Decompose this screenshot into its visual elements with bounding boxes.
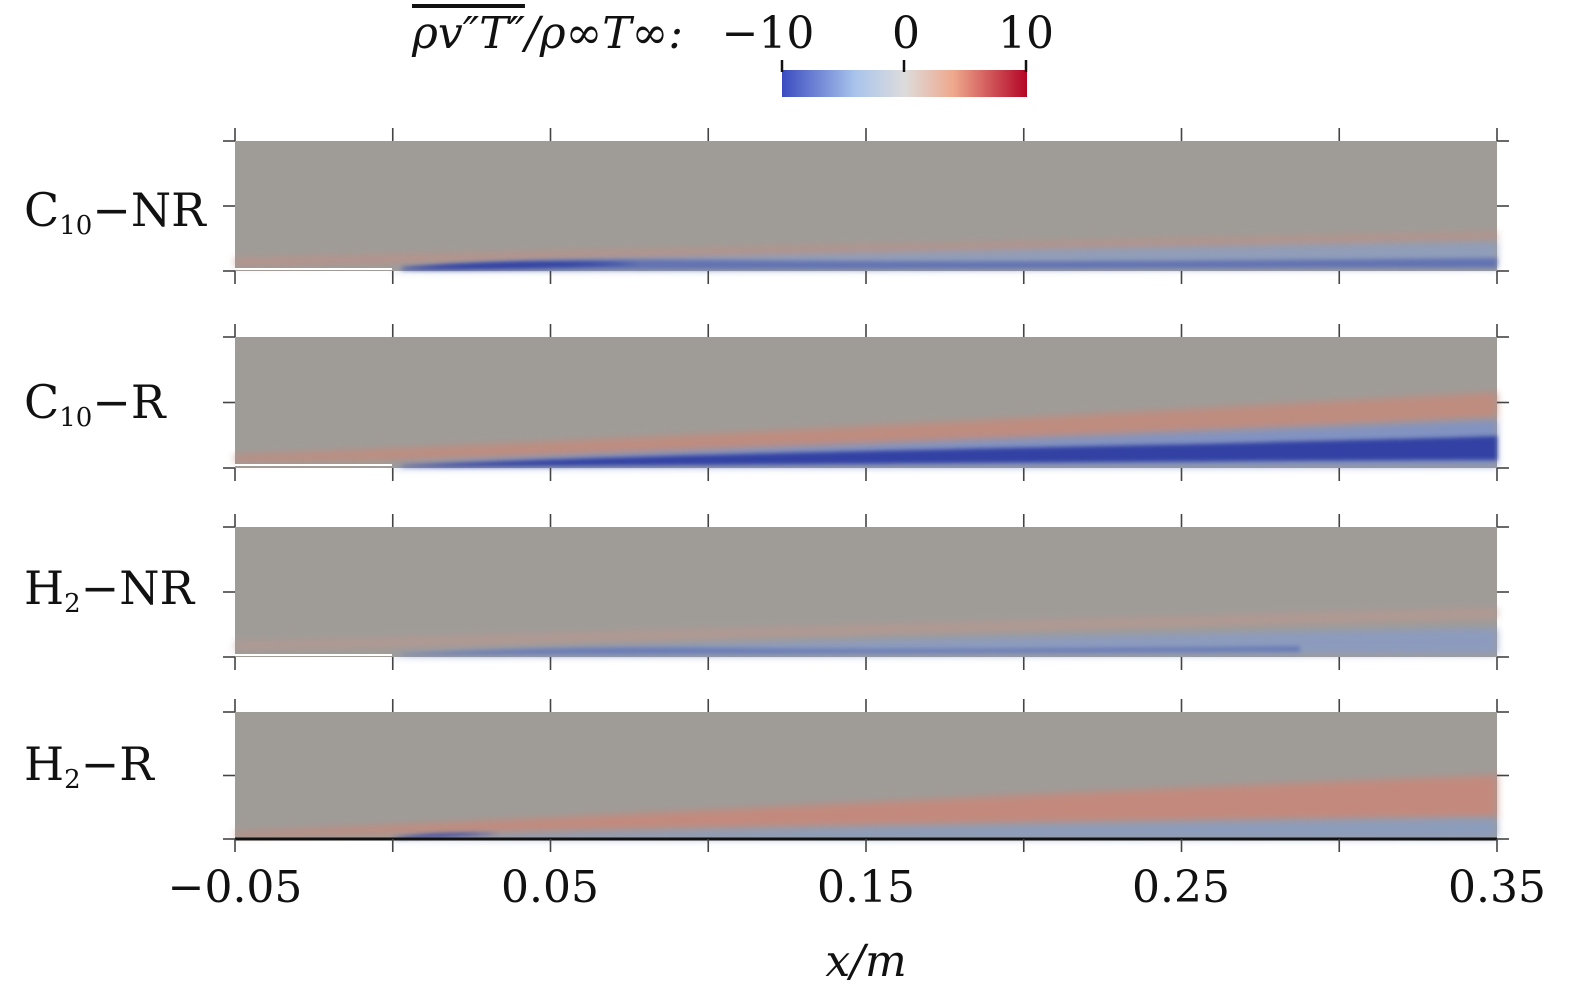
panel-c10-r bbox=[235, 337, 1497, 468]
panel-label-c10-r: C10−R bbox=[24, 375, 166, 433]
negative-layer-core bbox=[402, 258, 1497, 270]
colorbar-gradient bbox=[782, 70, 1027, 97]
negative-peak bbox=[402, 261, 640, 269]
colorbar-label-main: ρv″T″ bbox=[412, 8, 525, 59]
panel-label-h2-r: H2−R bbox=[24, 737, 154, 795]
positive-layer bbox=[235, 608, 1497, 650]
x-tick-label: 0.35 bbox=[1448, 862, 1546, 913]
colorbar-tick-label-min: −10 bbox=[721, 8, 815, 59]
panel-h2-nr bbox=[235, 527, 1497, 657]
colorbar-ticks bbox=[780, 60, 1028, 72]
colorbar-tick-label-zero: 0 bbox=[892, 8, 920, 59]
colorbar-label-rest: /ρ∞T∞: bbox=[524, 8, 684, 59]
positive-layer bbox=[235, 392, 1497, 462]
negative-layer-outer bbox=[392, 818, 1497, 839]
x-tick-label: −0.05 bbox=[167, 862, 303, 913]
x-tick-label: 0.25 bbox=[1132, 862, 1230, 913]
x-tick-label: 0.05 bbox=[501, 862, 599, 913]
axis-ticks bbox=[223, 128, 1509, 852]
panel-h2-r bbox=[235, 712, 1497, 841]
panel-c10-nr bbox=[235, 141, 1497, 271]
panel-label-c10-nr: C10−NR bbox=[24, 183, 206, 241]
colorbar-label: ρv″T″/ρ∞T∞: bbox=[412, 8, 683, 60]
negative-layer-core bbox=[402, 436, 1497, 467]
positive-layer bbox=[235, 775, 1497, 836]
positive-layer bbox=[235, 232, 1497, 266]
negative-layer-core bbox=[402, 646, 1300, 655]
x-axis-label: x/m bbox=[825, 936, 907, 987]
colorbar-tick-label-max: 10 bbox=[998, 8, 1054, 59]
panel-label-h2-nr: H2−NR bbox=[24, 561, 195, 619]
x-tick-label: 0.15 bbox=[817, 862, 915, 913]
